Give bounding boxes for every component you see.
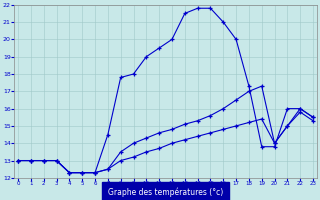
X-axis label: Graphe des températures (°c): Graphe des températures (°c) xyxy=(108,188,223,197)
